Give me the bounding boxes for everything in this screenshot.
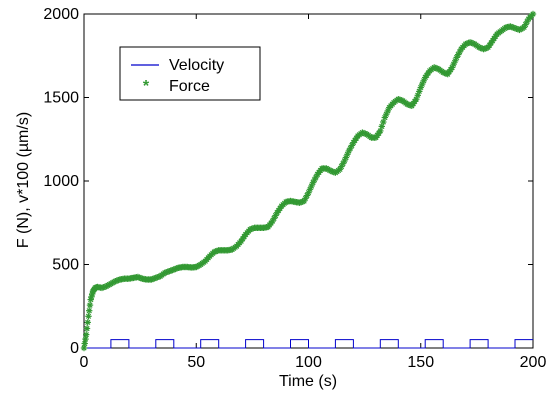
y-tick-label: 2000 bbox=[43, 6, 79, 23]
y-axis: 0 500 1000 1500 2000 bbox=[43, 6, 533, 357]
y-axis-label: F (N), v*100 (µm/s) bbox=[15, 112, 32, 248]
legend-force-label: Force bbox=[169, 78, 210, 95]
force-point bbox=[529, 10, 537, 18]
force-point-stroke bbox=[85, 319, 91, 326]
force-point-stroke bbox=[82, 340, 88, 347]
force-point-stroke bbox=[86, 308, 92, 314]
force-point bbox=[86, 301, 94, 309]
force-point bbox=[82, 335, 89, 343]
force-point-stroke bbox=[83, 331, 89, 338]
force-point-stroke bbox=[81, 345, 87, 351]
series-layer bbox=[80, 10, 537, 352]
force-point bbox=[81, 340, 88, 347]
x-tick-label: 100 bbox=[295, 354, 322, 371]
force-point bbox=[83, 325, 91, 332]
force-point bbox=[83, 331, 90, 338]
legend-velocity-label: Velocity bbox=[169, 57, 224, 74]
x-tick-label: 50 bbox=[187, 354, 205, 371]
x-axis-label: Time (s) bbox=[279, 373, 337, 390]
force-point-stroke bbox=[87, 302, 93, 308]
y-tick-label: 1000 bbox=[43, 173, 79, 190]
legend: Velocity * Force bbox=[119, 46, 261, 101]
x-axis: 0 50 100 150 200 bbox=[80, 14, 547, 371]
velocity-series-line bbox=[84, 339, 533, 349]
force-point bbox=[80, 344, 88, 352]
force-point bbox=[85, 313, 92, 320]
force-point-stroke bbox=[85, 313, 92, 319]
force-point-stroke bbox=[82, 336, 89, 342]
legend-force-marker: * bbox=[143, 78, 150, 95]
force-point-stroke bbox=[84, 325, 90, 332]
force-point bbox=[86, 307, 93, 314]
x-tick-label: 200 bbox=[520, 354, 547, 371]
legend-box bbox=[119, 46, 261, 101]
x-tick-label: 0 bbox=[80, 354, 89, 371]
y-tick-label: 1500 bbox=[43, 90, 79, 107]
x-tick-label: 150 bbox=[407, 354, 434, 371]
y-tick-label: 0 bbox=[70, 340, 79, 357]
force-point-stroke bbox=[530, 11, 536, 17]
y-tick-label: 500 bbox=[52, 257, 79, 274]
force-point bbox=[84, 319, 91, 326]
